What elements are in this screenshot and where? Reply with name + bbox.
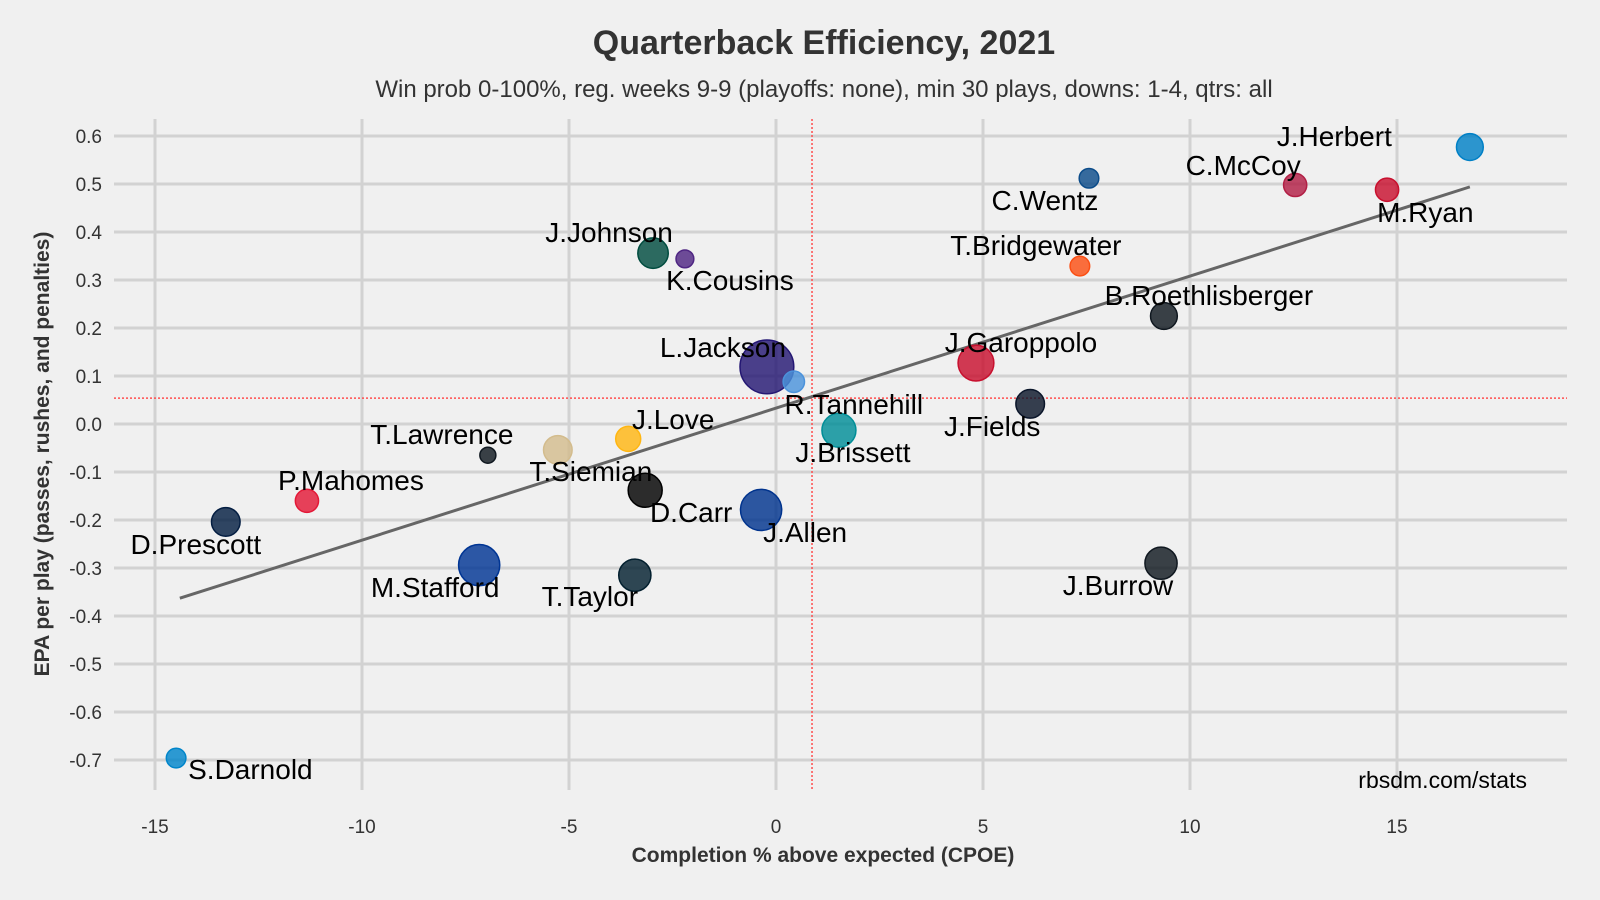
y-tick-label: 0.5 [76, 175, 102, 196]
data-point [627, 472, 663, 508]
y-tick-label: 0.6 [76, 127, 102, 148]
x-tick-label: -10 [348, 817, 375, 838]
x-tick-label: 0 [771, 817, 782, 838]
x-axis-label: Completion % above expected (CPOE) [632, 844, 1015, 867]
y-tick-label: 0.1 [76, 367, 102, 388]
point-label: L.Jackson [660, 332, 786, 363]
point-label: D.Carr [650, 497, 732, 528]
y-tick-label: -0.6 [69, 703, 102, 724]
data-point [821, 412, 857, 448]
point-label: J.Burrow [1063, 570, 1174, 601]
data-point [1078, 167, 1100, 189]
data-point [637, 237, 669, 270]
y-tick-label: -0.2 [69, 511, 102, 532]
x-tick-label: 15 [1386, 817, 1407, 838]
point-label: D.Prescott [130, 529, 261, 560]
data-point [675, 249, 695, 269]
data-point [1069, 255, 1091, 277]
data-point [1374, 177, 1400, 203]
point-label: K.Cousins [666, 265, 794, 296]
y-axis-ticks: 0.6 0.5 0.4 0.3 0.2 0.1 0.0 -0.1 -0.2 -0.3 -0.4 -0.… [69, 127, 102, 772]
data-point [617, 558, 652, 593]
data-point [294, 488, 320, 514]
data-point [739, 488, 783, 532]
y-tick-label: -0.4 [69, 607, 102, 628]
x-tick-label: 10 [1179, 817, 1200, 838]
point-label: J.Allen [763, 517, 847, 548]
data-point [1282, 172, 1308, 198]
point-label: M.Ryan [1377, 197, 1473, 228]
data-points [165, 132, 1485, 769]
point-label: R.Tannehill [785, 389, 924, 420]
y-tick-label: -0.3 [69, 559, 102, 580]
y-tick-label: -0.5 [69, 655, 102, 676]
point-label: J.Brissett [795, 437, 910, 468]
data-point [1144, 546, 1178, 581]
y-tick-label: 0.4 [76, 223, 103, 244]
data-point [782, 370, 806, 394]
x-tick-label: 5 [978, 817, 989, 838]
y-axis-label: EPA per play (passes, rushes, and penalt… [31, 232, 54, 677]
credit-text: rbsdm.com/stats [1358, 767, 1527, 793]
y-tick-label: 0.2 [76, 319, 102, 340]
point-label: M.Stafford [371, 572, 500, 603]
data-point [165, 747, 187, 769]
x-tick-label: -5 [561, 817, 578, 838]
point-label: B.Roethlisberger [1105, 280, 1314, 311]
data-point [1015, 388, 1046, 419]
data-point [210, 506, 241, 537]
y-tick-label: 0.0 [76, 415, 102, 436]
chart-subtitle: Win prob 0-100%, reg. weeks 9-9 (playoff… [375, 76, 1273, 103]
y-tick-label: -0.1 [69, 463, 102, 484]
y-tick-label: -0.7 [69, 751, 102, 772]
point-label: C.Wentz [992, 185, 1099, 216]
data-point [739, 339, 795, 395]
data-point [542, 434, 573, 465]
x-axis-ticks: -15 -10 -5 0 5 10 15 [141, 817, 1407, 838]
point-label: J.Fields [944, 411, 1040, 442]
data-point [1149, 301, 1179, 331]
point-label: C.McCoy [1186, 150, 1301, 181]
point-label: T.Lawrence [370, 419, 513, 450]
point-label: J.Johnson [545, 217, 673, 248]
data-point [457, 543, 501, 587]
x-tick-label: -15 [141, 817, 168, 838]
chart-title: Quarterback Efficiency, 2021 [592, 24, 1056, 62]
trend-line-group [179, 185, 1471, 600]
point-label: T.Taylor [542, 581, 638, 612]
data-point [1455, 132, 1485, 162]
data-point [479, 446, 497, 464]
point-label: T.Bridgewater [950, 230, 1121, 261]
point-label: J.Herbert [1277, 121, 1392, 152]
data-point [614, 425, 642, 453]
y-tick-label: 0.3 [76, 271, 102, 292]
point-label: J.Love [632, 404, 715, 435]
point-label: T.Siemian [529, 456, 652, 487]
point-label: S.Darnold [188, 754, 313, 785]
point-label: P.Mahomes [278, 465, 424, 496]
trend-line [179, 185, 1471, 600]
point-label: J.Garoppolo [945, 327, 1098, 358]
point-labels: J.Herbert M.Ryan C.McCoy C.Wentz T.Bridgewat… [130, 121, 1473, 785]
data-point [957, 344, 995, 382]
